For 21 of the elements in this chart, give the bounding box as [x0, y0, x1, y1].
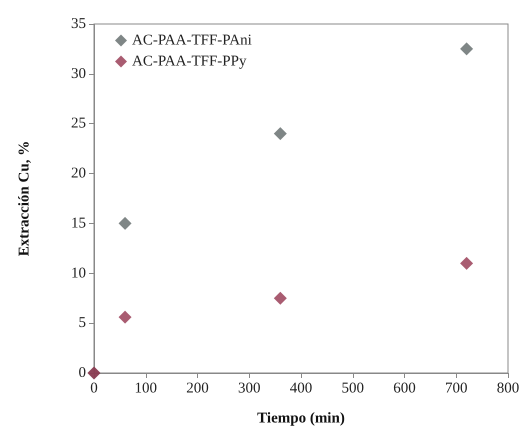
legend-label: AC-PAA-TFF-PPy: [132, 54, 247, 70]
y-tick-label: 20: [71, 166, 86, 182]
y-tick-label: 0: [78, 365, 86, 381]
y-tick-label: 35: [71, 16, 86, 32]
x-axis-title: Tiempo (min): [257, 410, 345, 426]
y-tick-label: 15: [71, 215, 86, 232]
legend-label: AC-PAA-TFF-PAni: [132, 32, 252, 48]
y-axis-title: Extracción Cu, %: [16, 140, 32, 256]
x-tick-label: 500: [342, 380, 364, 396]
x-tick-label: 400: [290, 380, 312, 396]
x-tick-label: 300: [238, 380, 260, 396]
x-tick-label: 0: [90, 380, 98, 396]
y-tick-label: 5: [78, 315, 86, 332]
y-tick-label: 25: [71, 116, 86, 132]
x-tick-label: 700: [445, 380, 468, 396]
y-tick-label: 30: [71, 66, 86, 82]
x-tick-label: 100: [134, 380, 157, 396]
x-tick-label: 200: [186, 380, 209, 396]
y-tick-label: 10: [71, 265, 86, 282]
x-tick-label: 800: [496, 380, 520, 396]
x-tick-label: 600: [393, 380, 416, 396]
